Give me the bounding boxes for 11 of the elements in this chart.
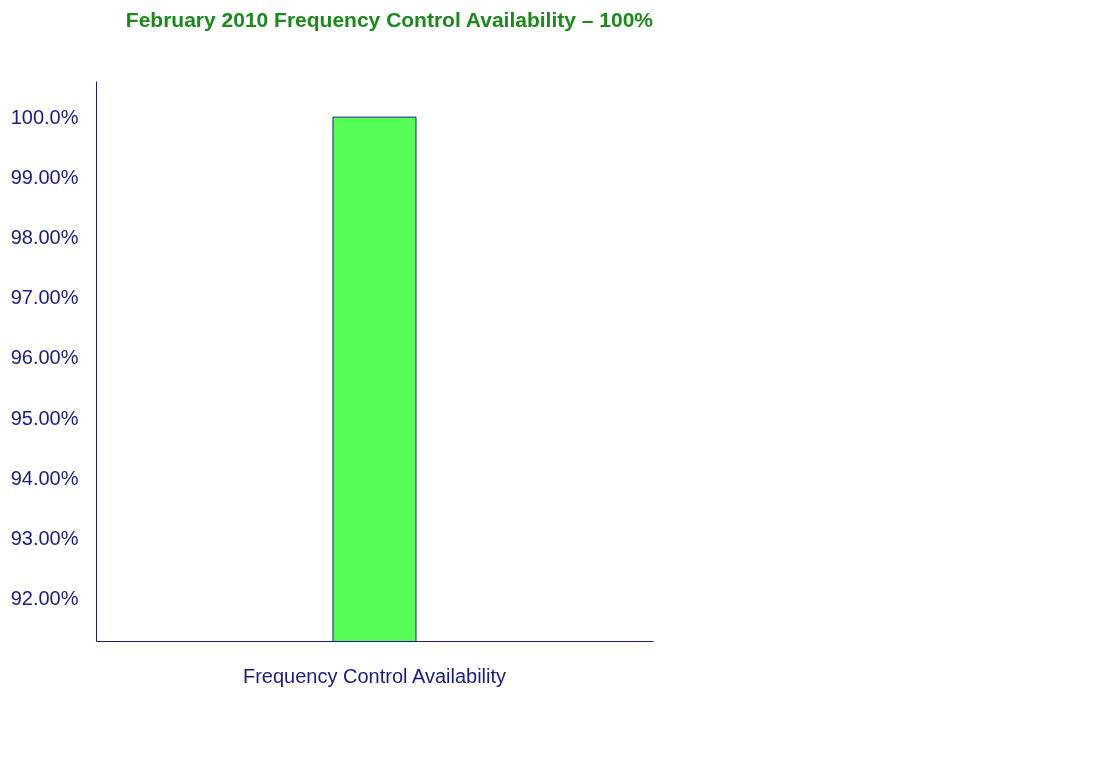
y-tick-label: 99.00% xyxy=(10,165,79,188)
y-tick-label: 92.00% xyxy=(10,587,79,610)
x-tick-label: Frequency Control Availability xyxy=(242,664,507,687)
y-tick-label: 95.00% xyxy=(10,406,79,429)
y-tick-label: 94.00% xyxy=(10,466,79,489)
y-tick-label: 96.00% xyxy=(10,346,79,369)
y-tick-label: 98.00% xyxy=(10,226,79,249)
y-tick-label: 93.00% xyxy=(10,527,79,550)
y-tick-label: 100.0% xyxy=(10,105,79,128)
y-tick-label: 97.00% xyxy=(10,286,79,309)
text: February 2010 Frequency Control Availability – 100% xyxy=(125,8,654,31)
